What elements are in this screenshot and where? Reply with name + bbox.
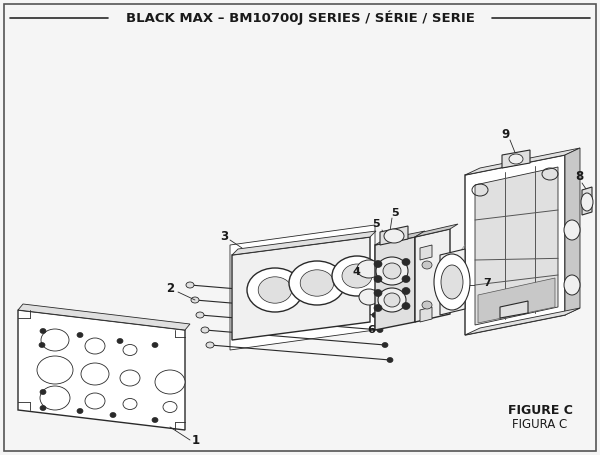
Ellipse shape [564, 220, 580, 240]
Ellipse shape [40, 405, 46, 410]
Polygon shape [420, 307, 432, 322]
Ellipse shape [382, 343, 388, 348]
Polygon shape [502, 150, 530, 168]
Ellipse shape [374, 289, 382, 297]
Text: 5: 5 [391, 208, 399, 218]
Ellipse shape [332, 256, 382, 296]
Text: 5: 5 [372, 219, 380, 229]
Text: 8: 8 [575, 171, 583, 183]
Ellipse shape [359, 289, 379, 305]
Ellipse shape [402, 288, 410, 294]
Polygon shape [465, 308, 580, 335]
Ellipse shape [247, 268, 303, 312]
Ellipse shape [81, 363, 109, 385]
Ellipse shape [117, 339, 123, 344]
Polygon shape [465, 148, 580, 175]
Ellipse shape [367, 298, 373, 303]
Ellipse shape [40, 329, 46, 334]
Ellipse shape [402, 258, 410, 266]
Ellipse shape [186, 282, 194, 288]
Ellipse shape [123, 399, 137, 410]
Polygon shape [230, 225, 375, 350]
Text: 3: 3 [220, 229, 228, 243]
Ellipse shape [85, 393, 105, 409]
Ellipse shape [581, 193, 593, 211]
Ellipse shape [378, 288, 406, 312]
Ellipse shape [152, 343, 158, 348]
Polygon shape [380, 226, 408, 245]
Ellipse shape [163, 401, 177, 413]
Ellipse shape [123, 344, 137, 355]
Ellipse shape [564, 275, 580, 295]
Text: 2: 2 [166, 282, 174, 294]
Polygon shape [232, 237, 370, 340]
Ellipse shape [384, 229, 404, 243]
Polygon shape [475, 167, 558, 325]
Ellipse shape [372, 313, 378, 318]
Ellipse shape [41, 329, 69, 351]
Polygon shape [18, 310, 185, 430]
Ellipse shape [155, 370, 185, 394]
Ellipse shape [289, 261, 345, 305]
Ellipse shape [434, 254, 470, 310]
Ellipse shape [374, 275, 382, 283]
Ellipse shape [422, 301, 432, 309]
Text: BLACK MAX – BM10700J SERIES / SÉRIE / SERIE: BLACK MAX – BM10700J SERIES / SÉRIE / SE… [125, 11, 475, 25]
Ellipse shape [152, 418, 158, 423]
Ellipse shape [374, 304, 382, 312]
Text: 6: 6 [367, 325, 375, 335]
Text: FIGURE C: FIGURE C [508, 404, 572, 416]
Ellipse shape [384, 293, 400, 307]
Ellipse shape [85, 338, 105, 354]
Ellipse shape [402, 303, 410, 309]
Polygon shape [440, 249, 465, 315]
Ellipse shape [383, 263, 401, 279]
Ellipse shape [196, 312, 204, 318]
Polygon shape [565, 148, 580, 315]
Text: 4: 4 [352, 267, 360, 277]
Ellipse shape [110, 413, 116, 418]
Text: FIGURA C: FIGURA C [512, 418, 568, 430]
Text: 1: 1 [192, 434, 200, 446]
Ellipse shape [37, 356, 73, 384]
Ellipse shape [342, 264, 372, 288]
Ellipse shape [39, 343, 45, 348]
Polygon shape [375, 231, 425, 245]
Text: 9: 9 [501, 127, 509, 141]
Ellipse shape [191, 297, 199, 303]
Ellipse shape [201, 327, 209, 333]
Ellipse shape [509, 154, 523, 164]
Ellipse shape [120, 370, 140, 386]
Text: 7: 7 [483, 278, 491, 288]
Polygon shape [415, 224, 458, 237]
Ellipse shape [357, 260, 381, 278]
Polygon shape [415, 229, 450, 322]
Polygon shape [465, 155, 565, 335]
Polygon shape [582, 187, 592, 215]
Polygon shape [232, 231, 376, 255]
Polygon shape [18, 304, 190, 330]
Polygon shape [420, 245, 432, 260]
Ellipse shape [258, 277, 292, 303]
Ellipse shape [387, 358, 393, 363]
Polygon shape [478, 278, 555, 323]
Ellipse shape [300, 270, 334, 296]
Ellipse shape [40, 389, 46, 394]
Ellipse shape [441, 265, 463, 299]
Ellipse shape [422, 261, 432, 269]
Polygon shape [375, 237, 415, 330]
Ellipse shape [206, 342, 214, 348]
Ellipse shape [402, 275, 410, 283]
Ellipse shape [374, 261, 382, 268]
Polygon shape [500, 301, 528, 318]
Ellipse shape [377, 328, 383, 333]
Ellipse shape [77, 409, 83, 414]
Ellipse shape [40, 386, 70, 410]
Ellipse shape [77, 333, 83, 338]
Ellipse shape [376, 257, 408, 285]
